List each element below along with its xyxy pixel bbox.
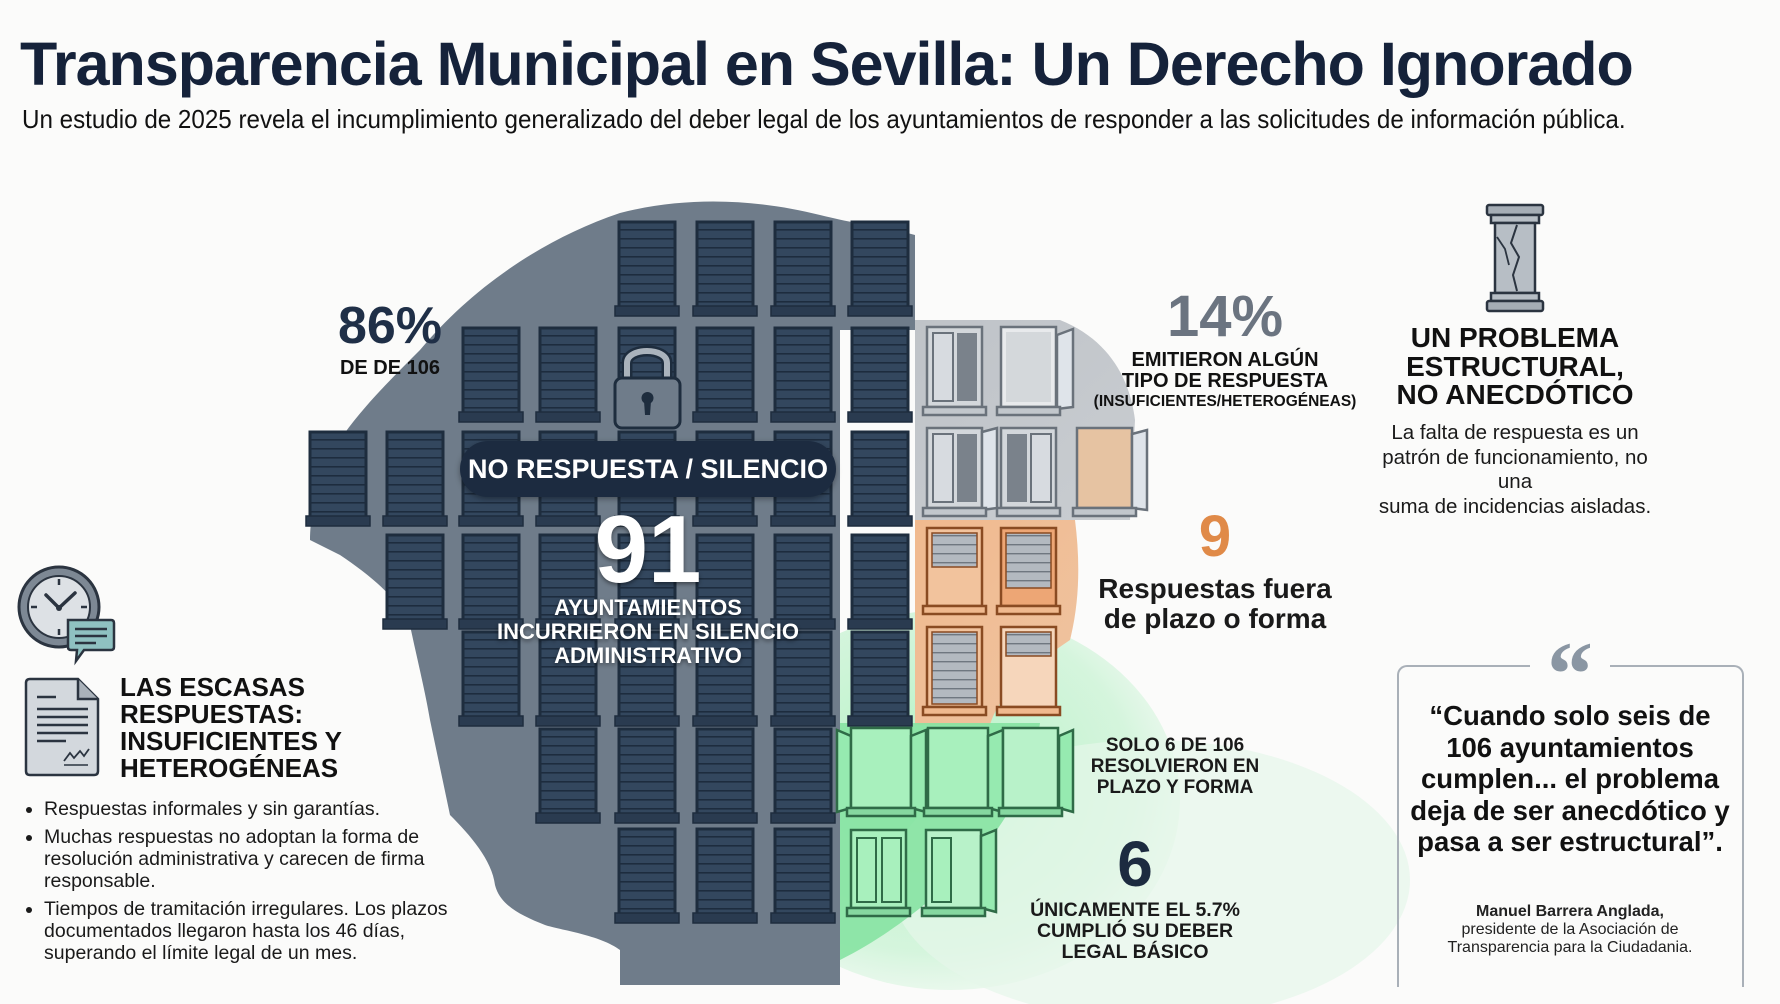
quote-gap bbox=[1530, 655, 1610, 675]
quote-mark-icon: “ bbox=[1547, 623, 1593, 725]
clock-chat-icon bbox=[17, 565, 116, 666]
compliant-count: 6 bbox=[1117, 828, 1153, 900]
quote-author: Manuel Barrera Anglada, bbox=[1476, 903, 1664, 920]
document-icon bbox=[24, 677, 100, 777]
compliant-detail: ÚNICAMENTE EL 5.7% CUMPLIÓ SU DEBER LEGA… bbox=[1030, 899, 1240, 963]
silence-count: 91 bbox=[594, 496, 702, 603]
head-silhouette bbox=[310, 201, 915, 985]
silence-windows bbox=[305, 220, 913, 924]
silence-percent: 86% bbox=[337, 297, 443, 355]
lock-icon bbox=[613, 345, 682, 430]
structural-heading: UN PROBLEMA ESTRUCTURAL, NO ANECDÓTICO bbox=[1396, 322, 1634, 410]
quote-text: “Cuando solo seis de 106 ayuntamientos c… bbox=[1410, 700, 1730, 857]
scarce-bullet: Tiempos de tramitación irregulares. Los … bbox=[44, 898, 482, 964]
scarce-bullet: Respuestas informales y sin garantías. bbox=[44, 798, 482, 820]
scarce-bullet: Muchas respuestas no adoptan la forma de… bbox=[44, 826, 482, 892]
broken-pillar-icon bbox=[1485, 203, 1545, 313]
scarce-bullet-list: Respuestas informales y sin garantías. M… bbox=[22, 798, 482, 970]
late-count: 9 bbox=[1198, 504, 1232, 569]
compliant-windows bbox=[835, 726, 1075, 918]
late-windows bbox=[921, 526, 1062, 717]
response-windows bbox=[921, 325, 1149, 518]
scarce-heading: LAS ESCASAS RESPUESTAS: INSUFICIENTES Y … bbox=[120, 672, 343, 783]
page-subtitle: Un estudio de 2025 revela el incumplimie… bbox=[22, 104, 1626, 134]
quote-attribution: Manuel Barrera Anglada, presidente de la… bbox=[1400, 903, 1740, 957]
silence-percent-sub: DE DE 106 bbox=[339, 357, 441, 379]
responses-percent: 14% bbox=[1166, 284, 1284, 349]
silence-pill-label: NO RESPUESTA / SILENCIO bbox=[460, 441, 836, 497]
late-caption: Respuestas fuera de plazo o forma bbox=[1098, 573, 1332, 634]
page-title: Transparencia Municipal en Sevilla: Un D… bbox=[20, 30, 1634, 98]
responses-caption: EMITIERON ALGÚN TIPO DE RESPUESTA (INSUF… bbox=[1093, 349, 1357, 411]
silence-caption: AYUNTAMIENTOS INCURRIERON EN SILENCIO AD… bbox=[497, 595, 799, 668]
structural-body: La falta de respuesta es un patrón de fu… bbox=[1378, 421, 1652, 518]
compliant-caption: SOLO 6 DE 106 RESOLVIERON EN PLAZO Y FOR… bbox=[1090, 735, 1260, 798]
